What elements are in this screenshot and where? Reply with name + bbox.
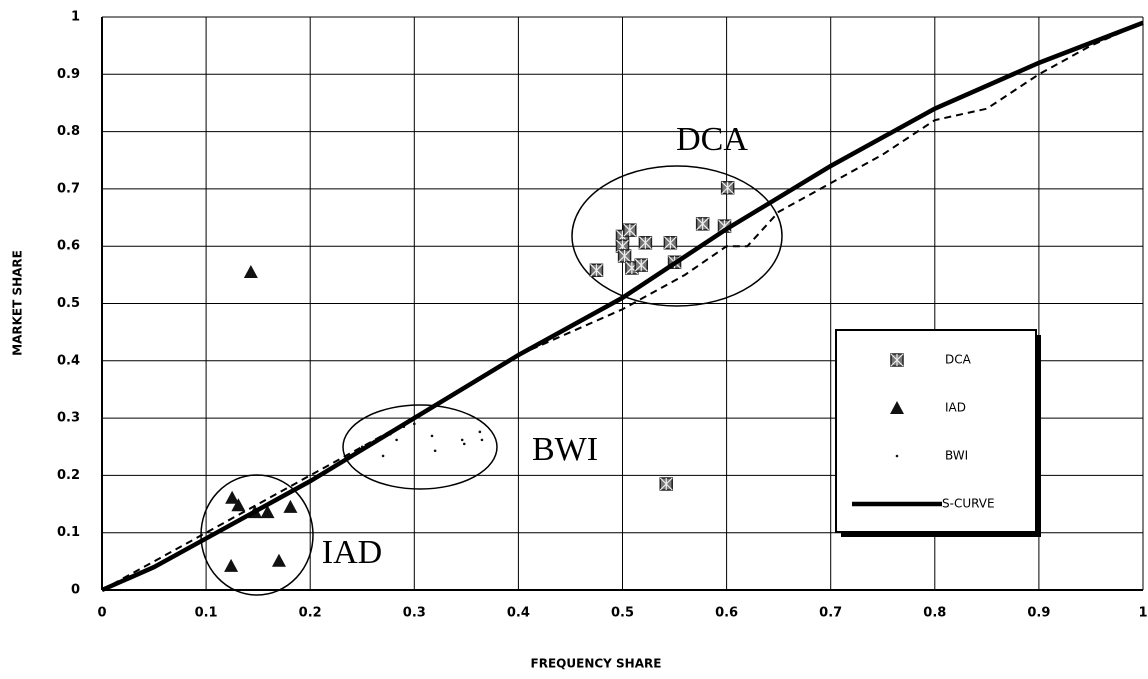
dca-ellipse bbox=[571, 165, 783, 307]
legend-label: S-CURVE bbox=[942, 497, 995, 511]
triangle-marker bbox=[231, 498, 246, 512]
x-tick-label: 0.4 bbox=[507, 606, 530, 621]
y-tick-label: 0 bbox=[71, 583, 80, 598]
iad-ellipse bbox=[200, 474, 314, 596]
triangle-marker bbox=[224, 558, 239, 572]
x-tick-label: 0.3 bbox=[403, 606, 426, 621]
annotation: DCA bbox=[676, 121, 748, 158]
y-tick-label: 0.2 bbox=[57, 468, 80, 483]
dot-marker bbox=[462, 442, 466, 446]
dot-marker bbox=[460, 438, 464, 442]
dashed-line bbox=[101, 21, 1144, 591]
triangle-marker bbox=[271, 553, 286, 567]
grid bbox=[101, 16, 1144, 591]
dot-marker bbox=[480, 438, 484, 442]
x-tick-label: 0.7 bbox=[819, 606, 842, 621]
y-tick-label: 0.7 bbox=[57, 181, 80, 196]
square-marker bbox=[623, 223, 637, 237]
y-tick-label: 0.9 bbox=[57, 67, 80, 82]
marker-cross bbox=[890, 353, 904, 367]
dot-marker bbox=[381, 454, 385, 458]
marker-cross bbox=[590, 263, 603, 277]
annotation: BWI bbox=[532, 431, 598, 468]
x-tick-label: 0.5 bbox=[611, 606, 634, 621]
dot-marker bbox=[395, 438, 398, 442]
triangle-marker bbox=[260, 505, 275, 519]
marker-cross bbox=[663, 236, 677, 250]
marker-cross bbox=[638, 236, 652, 250]
x-axis-title: FREQUENCY SHARE bbox=[531, 657, 662, 671]
y-tick-label: 0.8 bbox=[57, 124, 80, 139]
dot-marker bbox=[430, 434, 434, 438]
x-tick-label: 0.2 bbox=[299, 606, 322, 621]
x-tick-label: 0.6 bbox=[715, 606, 738, 621]
square-marker bbox=[695, 217, 710, 231]
dot-marker bbox=[478, 430, 482, 434]
square-marker bbox=[720, 181, 735, 195]
square-marker bbox=[617, 249, 632, 263]
triangle-marker bbox=[890, 401, 904, 414]
triangle-marker bbox=[243, 264, 258, 278]
legend: DCA IAD BWI S-CURVE bbox=[835, 329, 1041, 537]
y-tick-label: 0.1 bbox=[57, 525, 80, 540]
marker-cross bbox=[659, 477, 673, 491]
square-marker bbox=[659, 477, 673, 491]
y-tick-label: 0.4 bbox=[57, 353, 80, 368]
x-tick-label: 0 bbox=[97, 606, 106, 621]
square-marker bbox=[890, 353, 904, 367]
marker-cross bbox=[696, 217, 710, 231]
marker-cross bbox=[618, 249, 632, 263]
y-tick-label: 0.6 bbox=[57, 239, 80, 254]
x-tick-label: 0.1 bbox=[195, 606, 218, 621]
x-tick-label: 1 bbox=[1138, 606, 1147, 621]
y-axis-title: MARKET SHARE bbox=[11, 250, 25, 356]
marker-cross bbox=[721, 181, 735, 195]
square-marker bbox=[589, 263, 604, 278]
y-tick-label: 0.3 bbox=[57, 411, 80, 426]
square-marker bbox=[634, 258, 648, 272]
triangle-marker bbox=[283, 499, 298, 513]
annotation: IAD bbox=[322, 534, 382, 571]
x-tick-label: 0.9 bbox=[1027, 606, 1050, 621]
legend-box bbox=[835, 329, 1037, 533]
square-marker bbox=[638, 236, 653, 250]
triangle-marker bbox=[225, 490, 240, 504]
y-tick-label: 0.5 bbox=[57, 296, 80, 311]
x-tick-label: 0.8 bbox=[923, 606, 946, 621]
legend-label: BWI bbox=[945, 449, 968, 463]
marker-cross bbox=[634, 258, 648, 272]
dot-marker bbox=[413, 422, 416, 426]
y-tick-label: 1 bbox=[71, 10, 80, 25]
legend-label: IAD bbox=[945, 401, 966, 415]
marker-cross bbox=[623, 223, 637, 237]
legend-label: DCA bbox=[945, 353, 972, 367]
bwi-ellipse bbox=[342, 404, 498, 490]
dot-marker bbox=[433, 449, 437, 453]
square-marker bbox=[663, 236, 678, 250]
s-curve bbox=[101, 20, 1144, 593]
dot-marker bbox=[895, 454, 899, 458]
